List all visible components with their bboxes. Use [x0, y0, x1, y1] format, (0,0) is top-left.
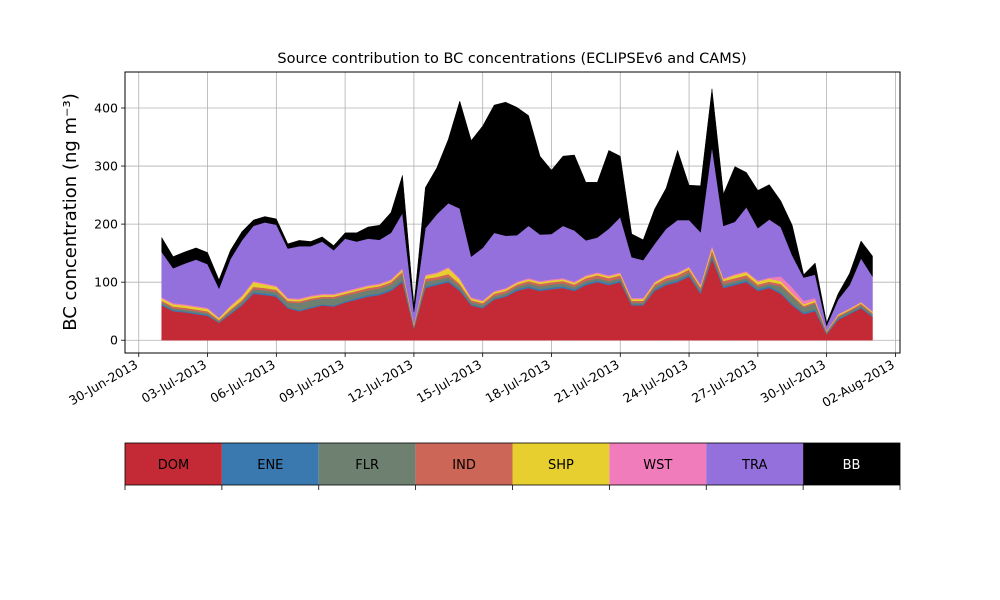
x-tick-label: 12-Jul-2013 [345, 357, 415, 406]
x-tick-label: 27-Jul-2013 [689, 357, 759, 406]
x-tick-label: 03-Jul-2013 [139, 357, 209, 406]
y-tick-label: 400 [94, 100, 118, 115]
x-tick-label: 30-Jul-2013 [758, 357, 828, 406]
y-tick-label: 0 [110, 333, 118, 348]
legend-label-bb: BB [843, 458, 861, 473]
legend-label-shp: SHP [548, 458, 574, 473]
x-tick-label: 24-Jul-2013 [620, 357, 690, 406]
legend-swatch-shp [512, 443, 610, 485]
x-axis-ticks: 30-Jun-201303-Jul-201306-Jul-201309-Jul-… [66, 353, 897, 410]
chart-title: Source contribution to BC concentrations… [277, 51, 746, 67]
legend-label-ene: ENE [257, 458, 283, 473]
plot-area: 30-Jun-201303-Jul-201306-Jul-201309-Jul-… [66, 71, 901, 410]
legend-colorbar: DOM ENE FLR IND SHP WST TRA BB [124, 442, 901, 490]
legend-label-tra: TRA [741, 458, 767, 473]
y-axis-ticks: 0 100 200 300 400 [94, 100, 125, 348]
y-tick-label: 100 [94, 275, 118, 290]
legend-label-flr: FLR [355, 458, 379, 473]
x-tick-label: 18-Jul-2013 [483, 357, 553, 406]
x-tick-label: 02-Aug-2013 [819, 357, 897, 410]
legend-swatch-tra [706, 443, 804, 485]
y-tick-label: 300 [94, 159, 118, 174]
stacked-areas [161, 88, 873, 341]
x-tick-label: 30-Jun-2013 [66, 357, 140, 408]
legend-label-dom: DOM [158, 458, 189, 473]
legend-swatch-dom [125, 443, 222, 485]
legend-swatch-ind [415, 443, 513, 485]
legend-swatch-flr [318, 443, 416, 485]
legend-label-wst: WST [643, 458, 672, 473]
legend-border [124, 442, 901, 486]
legend-label-ind: IND [452, 458, 476, 473]
legend-swatch-wst [609, 443, 707, 485]
x-tick-label: 21-Jul-2013 [551, 357, 621, 406]
x-tick-label: 06-Jul-2013 [208, 357, 278, 406]
legend-swatch-ene [221, 443, 319, 485]
x-tick-label: 09-Jul-2013 [276, 357, 346, 406]
y-axis-label: BC concentration (ng m⁻³) [60, 93, 81, 331]
legend-swatch-bb [803, 443, 900, 485]
x-tick-label: 15-Jul-2013 [414, 357, 484, 406]
plot-border [124, 71, 901, 354]
area-bb [161, 88, 873, 327]
y-tick-label: 200 [94, 217, 118, 232]
